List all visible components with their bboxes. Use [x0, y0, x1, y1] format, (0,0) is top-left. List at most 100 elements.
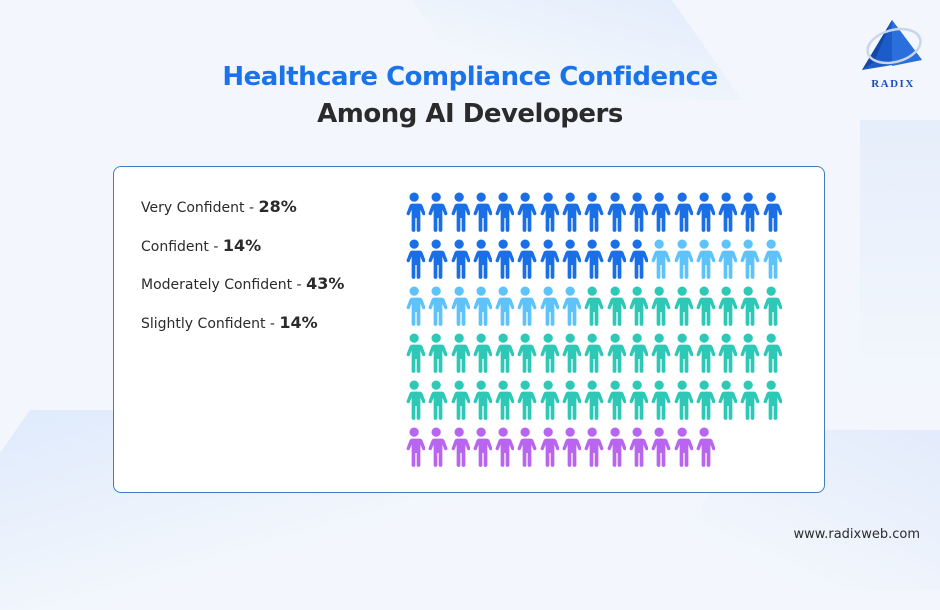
person-icon [514, 378, 537, 422]
person-icon [648, 331, 671, 375]
person-icon [403, 425, 426, 469]
chart-legend: Very Confident - 28% Confident - 14% Mod… [141, 197, 344, 351]
person-icon [693, 425, 716, 469]
person-icon [559, 378, 582, 422]
person-icon [559, 237, 582, 281]
pictogram-row [403, 378, 793, 425]
person-icon [514, 237, 537, 281]
person-icon [671, 331, 693, 375]
person-icon [715, 237, 738, 281]
person-icon [514, 331, 537, 375]
person-icon [648, 190, 671, 234]
person-icon [626, 331, 649, 375]
person-icon [403, 378, 426, 422]
person-icon [537, 331, 560, 375]
person-icon [492, 237, 515, 281]
person-icon [737, 331, 760, 375]
pictogram-grid [403, 190, 793, 472]
person-icon [693, 378, 716, 422]
person-icon [648, 237, 671, 281]
person-icon [514, 284, 537, 328]
pictogram-row [403, 190, 793, 237]
person-icon [559, 331, 582, 375]
legend-value: 28% [258, 197, 297, 216]
person-icon [626, 284, 649, 328]
person-icon [737, 378, 760, 422]
legend-value: 14% [222, 235, 262, 255]
pictogram-row [403, 237, 793, 284]
person-icon [693, 190, 716, 234]
person-icon [581, 237, 604, 281]
person-icon [425, 378, 448, 422]
person-icon [581, 425, 604, 469]
person-icon [693, 284, 716, 328]
person-icon [559, 425, 582, 469]
website-url: www.radixweb.com [793, 527, 920, 542]
person-icon [537, 425, 560, 469]
chart-card [113, 166, 825, 493]
radix-logo-icon [852, 18, 932, 78]
person-icon [604, 425, 626, 469]
person-icon [581, 190, 604, 234]
legend-label: Very Confident - [141, 200, 259, 216]
person-icon [671, 425, 693, 469]
person-icon [403, 237, 426, 281]
person-icon [514, 190, 537, 234]
person-icon [604, 378, 626, 422]
person-icon [715, 284, 738, 328]
person-icon [448, 284, 470, 328]
person-icon [448, 425, 470, 469]
person-icon [448, 190, 470, 234]
person-icon [559, 190, 582, 234]
pictogram-row [403, 284, 793, 331]
person-icon [693, 237, 716, 281]
person-icon [403, 190, 426, 234]
background-shape [860, 120, 940, 420]
person-icon [760, 378, 783, 422]
person-icon [604, 190, 626, 234]
person-icon [715, 190, 738, 234]
logo-text: RADIX [871, 78, 915, 90]
person-icon [470, 190, 493, 234]
person-icon [537, 237, 560, 281]
person-icon [581, 331, 604, 375]
legend-item-confident: Confident - 14% [141, 236, 344, 275]
person-icon [492, 331, 515, 375]
legend-value: 14% [279, 312, 318, 332]
person-icon [604, 331, 626, 375]
person-icon [425, 425, 448, 469]
person-icon [514, 425, 537, 469]
person-icon [626, 190, 649, 234]
person-icon [448, 331, 470, 375]
person-icon [760, 284, 783, 328]
pictogram-row [403, 331, 793, 378]
person-icon [760, 331, 783, 375]
person-icon [581, 378, 604, 422]
person-icon [671, 284, 693, 328]
person-icon [537, 284, 560, 328]
person-icon [671, 237, 693, 281]
person-icon [470, 331, 493, 375]
person-icon [737, 237, 760, 281]
page-title: Healthcare Compliance Confidence [222, 62, 718, 92]
legend-label: Confident - [141, 238, 223, 255]
person-icon [425, 331, 448, 375]
person-icon [760, 190, 783, 234]
person-icon [626, 378, 649, 422]
person-icon [492, 284, 515, 328]
person-icon [737, 190, 760, 234]
page-subtitle: Among AI Developers [317, 99, 623, 129]
person-icon [470, 284, 493, 328]
person-icon [648, 284, 671, 328]
person-icon [537, 378, 560, 422]
legend-value: 43% [306, 274, 345, 293]
person-icon [604, 237, 626, 281]
person-icon [403, 284, 426, 328]
legend-item-slightly-confident: Slightly Confident - 14% [141, 313, 344, 352]
person-icon [715, 331, 738, 375]
person-icon [693, 331, 716, 375]
person-icon [648, 378, 671, 422]
person-icon [626, 237, 649, 281]
person-icon [626, 425, 649, 469]
person-icon [715, 378, 738, 422]
